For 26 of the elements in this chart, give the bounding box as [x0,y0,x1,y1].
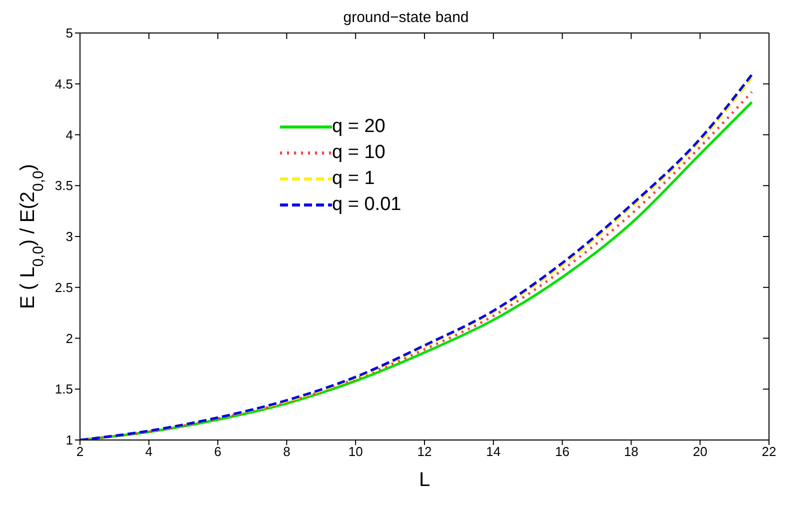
x-tick-label: 8 [283,444,290,460]
y-tick-label: 2 [66,330,73,346]
x-tick-label: 2 [76,444,84,460]
x-tick-label: 10 [348,444,363,460]
y-tick-label: 4 [66,127,73,142]
x-tick-label: 22 [762,444,776,460]
legend-label: q = 0.01 [332,193,402,217]
y-tick-label: 1.5 [54,382,73,397]
x-axis-title: L [418,469,430,491]
y-tick-label: 3.5 [54,178,73,194]
y-tick-label: 1 [66,432,73,448]
legend-label: q = 1 [332,167,375,191]
y-tick-label: 4.5 [54,76,73,92]
legend-label: q = 10 [332,141,386,165]
x-tick-label: 6 [214,444,222,460]
x-tick-label: 4 [145,444,153,460]
y-tick-label: 3 [66,229,73,244]
y-tick-label: 5 [66,26,73,41]
chart-title: ground−state band [343,9,469,26]
y-tick-label: 2.5 [54,280,73,295]
x-tick-label: 16 [555,444,570,460]
x-tick-label: 14 [486,444,501,460]
x-tick-label: 20 [692,444,708,460]
x-tick-label: 18 [624,444,638,460]
x-tick-label: 12 [417,444,432,460]
legend-label: q = 20 [332,115,386,139]
